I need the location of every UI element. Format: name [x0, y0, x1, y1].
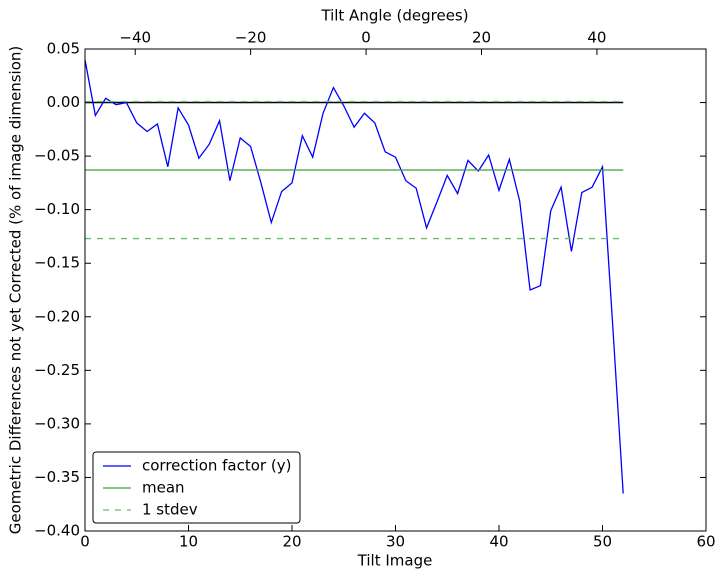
y-tick-label: −0.05 — [34, 147, 80, 165]
x2-tick-label: 40 — [587, 29, 606, 47]
y-tick-label: −0.30 — [34, 414, 80, 432]
legend-label: mean — [142, 479, 185, 497]
x-tick-label: 10 — [179, 533, 198, 551]
y-tick-label: −0.15 — [34, 254, 80, 272]
x2-axis-label: Tilt Angle (degrees) — [320, 7, 468, 25]
x-tick-label: 0 — [80, 533, 90, 551]
x2-tick-label: 0 — [361, 29, 371, 47]
x-axis-label: Tilt Image — [357, 552, 433, 570]
y-tick-label: −0.25 — [34, 361, 80, 379]
y-tick-label: −0.20 — [34, 307, 80, 325]
legend-label: correction factor (y) — [142, 457, 291, 475]
x-tick-label: 60 — [696, 533, 715, 551]
y-tick-label: −0.10 — [34, 200, 80, 218]
x-tick-label: 20 — [282, 533, 301, 551]
y-axis-label: Geometric Differences not yet Corrected … — [7, 46, 25, 535]
x2-tick-label: −40 — [119, 29, 151, 47]
x-tick-label: 30 — [386, 533, 405, 551]
x2-tick-label: −20 — [235, 29, 267, 47]
y-tick-label: −0.40 — [34, 522, 80, 540]
y-tick-label: 0.00 — [47, 93, 80, 111]
legend-label: 1 stdev — [142, 501, 198, 519]
y-tick-label: −0.35 — [34, 468, 80, 486]
x-tick-label: 50 — [593, 533, 612, 551]
plot-frame — [84, 48, 707, 532]
legend-box — [92, 451, 301, 524]
data-line — [84, 59, 624, 494]
x-tick-label: 40 — [489, 533, 508, 551]
x2-tick-label: 20 — [472, 29, 491, 47]
y-tick-label: 0.05 — [47, 40, 80, 58]
